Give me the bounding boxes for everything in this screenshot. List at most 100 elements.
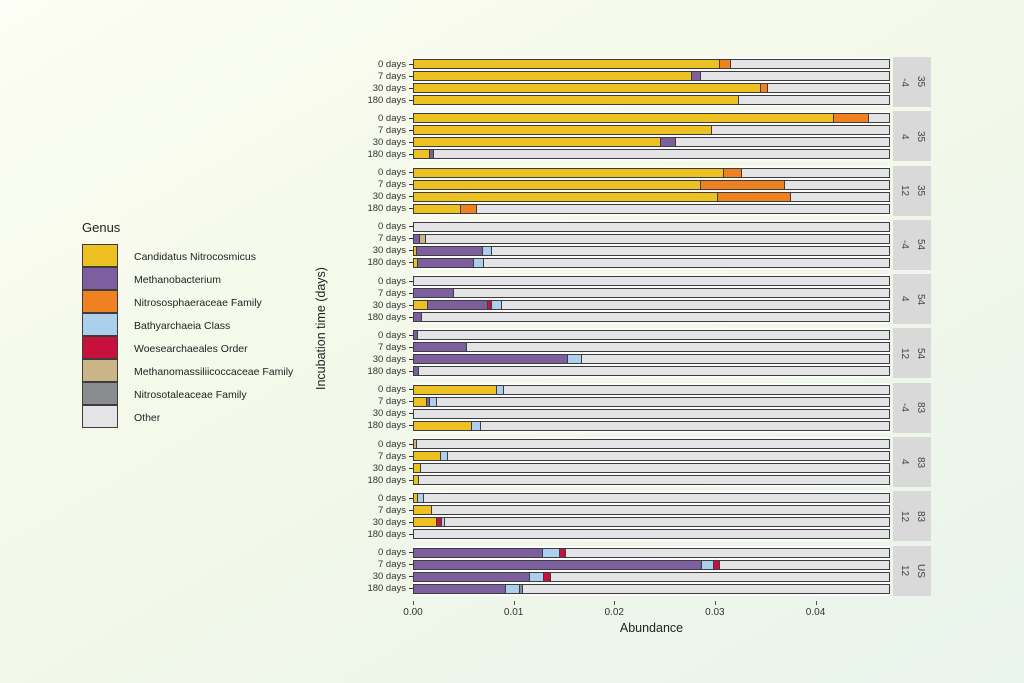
- row-label-text: 30 days: [372, 516, 406, 528]
- facet-strip-label-temp: 4: [899, 296, 910, 302]
- row-label-text: 7 days: [378, 341, 406, 353]
- axis-tick: [409, 346, 413, 348]
- row-label-text: 30 days: [372, 299, 406, 311]
- bar-7-days: [413, 505, 890, 516]
- row-label-text: 7 days: [378, 287, 406, 299]
- bar-180-days: [413, 312, 890, 323]
- row-label-30-days: 30 days: [333, 299, 413, 311]
- row-label-0-days: 0 days: [333, 384, 413, 395]
- row-label-7-days: 7 days: [333, 179, 413, 190]
- facet-54-4: 0 days 7 days 30 days 180 days 4 54: [333, 274, 931, 325]
- axis-tick: [409, 425, 413, 427]
- row-label-text: 0 days: [378, 438, 406, 450]
- x-tick-label: 0.02: [604, 607, 624, 618]
- bar-30-days: [413, 463, 890, 474]
- axis-tick: [409, 262, 413, 264]
- axis-tick: [409, 576, 413, 578]
- axis-tick: [409, 226, 413, 228]
- row-label-text: 30 days: [372, 408, 406, 420]
- row-label-text: 7 days: [378, 233, 406, 245]
- bar-segment-candidatus: [414, 72, 692, 80]
- facet-strip-label-temp: -4: [899, 403, 910, 413]
- axis-tick: [409, 467, 413, 469]
- axis-tick: [409, 479, 413, 481]
- row-label-180-days: 180 days: [333, 365, 413, 377]
- row-label-text: 0 days: [378, 275, 406, 287]
- row-label-30-days: 30 days: [333, 191, 413, 202]
- facet-strip: -4 54: [893, 219, 931, 270]
- bar-segment-candidatus: [414, 204, 462, 213]
- bar-30-days: [413, 191, 890, 202]
- row-label-0-days: 0 days: [333, 112, 413, 124]
- bar-segment-nitrososphaeraceae: [700, 180, 785, 189]
- bar-segment-candidatus: [414, 246, 417, 255]
- legend-label-woesearchaeales: Woesearchaeales Order: [134, 342, 248, 355]
- bar-segment-candidatus: [414, 421, 473, 430]
- bar-segment-bathyarchaeia: [472, 421, 482, 430]
- row-label-text: 7 days: [378, 504, 406, 516]
- legend-item-other: Other: [82, 405, 293, 429]
- bar-180-days: [413, 529, 890, 540]
- axis-tick: [409, 443, 413, 445]
- bar-segment-bathyarchaeia: [474, 258, 485, 267]
- facet-panel: [413, 111, 890, 162]
- row-label-text: 0 days: [378, 112, 406, 124]
- row-label-30-days: 30 days: [333, 354, 413, 365]
- axis-tick: [409, 129, 413, 131]
- bar-segment-candidatus: [414, 452, 442, 461]
- facet-strip: 4 83: [893, 437, 931, 488]
- facet-83--4: 0 days 7 days 30 days 180 days -4 83: [333, 382, 931, 433]
- row-label-30-days: 30 days: [333, 245, 413, 256]
- bar-segment-methanobacterium: [414, 343, 468, 352]
- bar-segment-candidatus: [414, 138, 661, 147]
- bar-segment-bathyarchaeia: [492, 301, 503, 310]
- bar-segment-methanobacterium: [430, 150, 435, 159]
- legend-label-candidatus: Candidatus Nitrocosmicus: [134, 250, 256, 263]
- facet-strip-label-group: 54: [915, 347, 926, 360]
- bar-segment-methanobacterium: [416, 246, 484, 255]
- bar-180-days: [413, 257, 890, 268]
- row-label-text: 180 days: [367, 311, 406, 323]
- axis-tick: [409, 564, 413, 566]
- bar-0-days: [413, 493, 890, 504]
- row-label-text: 180 days: [367, 94, 406, 106]
- bar-segment-bathyarchaeia: [441, 452, 449, 461]
- legend-swatch-other: [82, 405, 118, 428]
- row-label-30-days: 30 days: [333, 516, 413, 528]
- facet-panel: [413, 219, 890, 270]
- row-label-text: 7 days: [378, 124, 406, 136]
- facet-strip: 4 35: [893, 111, 931, 162]
- bar-segment-bathyarchaeia: [442, 518, 445, 527]
- row-label-7-days: 7 days: [333, 396, 413, 407]
- bar-segment-candidatus: [414, 60, 720, 68]
- row-label-text: 180 days: [367, 365, 406, 377]
- bar-segment-candidatus: [414, 494, 418, 503]
- facet-US-12: 0 days 7 days 30 days 180 days 12 US: [333, 545, 931, 596]
- axis-tick: [409, 172, 413, 174]
- facet-strip-label-group: 35: [915, 130, 926, 142]
- bar-180-days: [413, 475, 890, 486]
- row-label-180-days: 180 days: [333, 149, 413, 160]
- bar-30-days: [413, 245, 890, 256]
- bar-30-days: [413, 571, 890, 582]
- facet-panel: [413, 57, 890, 107]
- facet-strip-label-group: 35: [915, 76, 926, 88]
- facet-panel: [413, 491, 890, 542]
- row-label-0-days: 0 days: [333, 275, 413, 287]
- x-axis: Abundance 0.00 0.01 0.02 0.03 0.04: [403, 601, 890, 643]
- bar-segment-methanobacterium: [428, 301, 489, 310]
- bar-0-days: [413, 384, 890, 395]
- legend-item-nitrososphaeraceae: Nitrososphaeraceae Family: [82, 290, 293, 314]
- facet-panel: [413, 165, 890, 216]
- legend-swatch-methanobacterium: [82, 267, 118, 290]
- axis-tick: [409, 552, 413, 554]
- axis-tick: [409, 521, 413, 523]
- axis-tick: [409, 358, 413, 360]
- bar-segment-methanobacterium: [414, 234, 421, 243]
- facet-strip-label-group: 54: [915, 239, 926, 251]
- axis-tick: [409, 401, 413, 403]
- row-label-text: 0 days: [378, 221, 406, 233]
- bar-segment-nitrososphaeraceae: [717, 192, 791, 201]
- bar-segment-nitrososphaeraceae: [833, 114, 869, 123]
- bar-7-days: [413, 559, 890, 570]
